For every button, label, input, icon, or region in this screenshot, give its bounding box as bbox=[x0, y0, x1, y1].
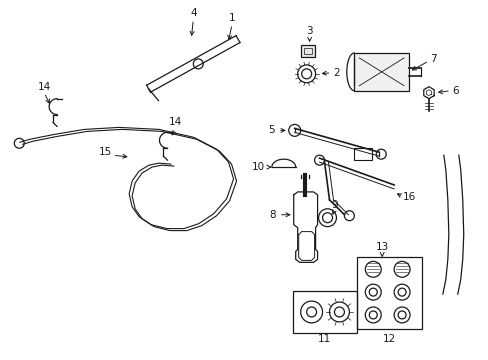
Text: 8: 8 bbox=[269, 210, 276, 220]
Text: 7: 7 bbox=[430, 54, 436, 64]
Text: 11: 11 bbox=[317, 334, 330, 344]
Text: 15: 15 bbox=[99, 147, 112, 157]
Bar bbox=[303, 48, 311, 54]
Text: 4: 4 bbox=[190, 8, 196, 18]
Bar bbox=[357, 257, 421, 329]
Text: 12: 12 bbox=[382, 334, 395, 344]
Text: 16: 16 bbox=[402, 192, 415, 202]
Text: 3: 3 bbox=[305, 26, 312, 36]
Text: 13: 13 bbox=[375, 243, 388, 252]
Text: 6: 6 bbox=[451, 86, 458, 96]
Text: 1: 1 bbox=[228, 13, 235, 23]
Text: 9: 9 bbox=[330, 200, 337, 210]
Text: 5: 5 bbox=[268, 125, 275, 135]
Bar bbox=[354, 53, 408, 91]
Text: 10: 10 bbox=[251, 162, 264, 172]
Bar bbox=[354, 148, 371, 160]
Text: 2: 2 bbox=[332, 68, 339, 78]
Text: 14: 14 bbox=[168, 117, 182, 127]
Bar bbox=[300, 45, 314, 57]
Bar bbox=[292, 291, 357, 333]
Text: 14: 14 bbox=[38, 82, 51, 92]
